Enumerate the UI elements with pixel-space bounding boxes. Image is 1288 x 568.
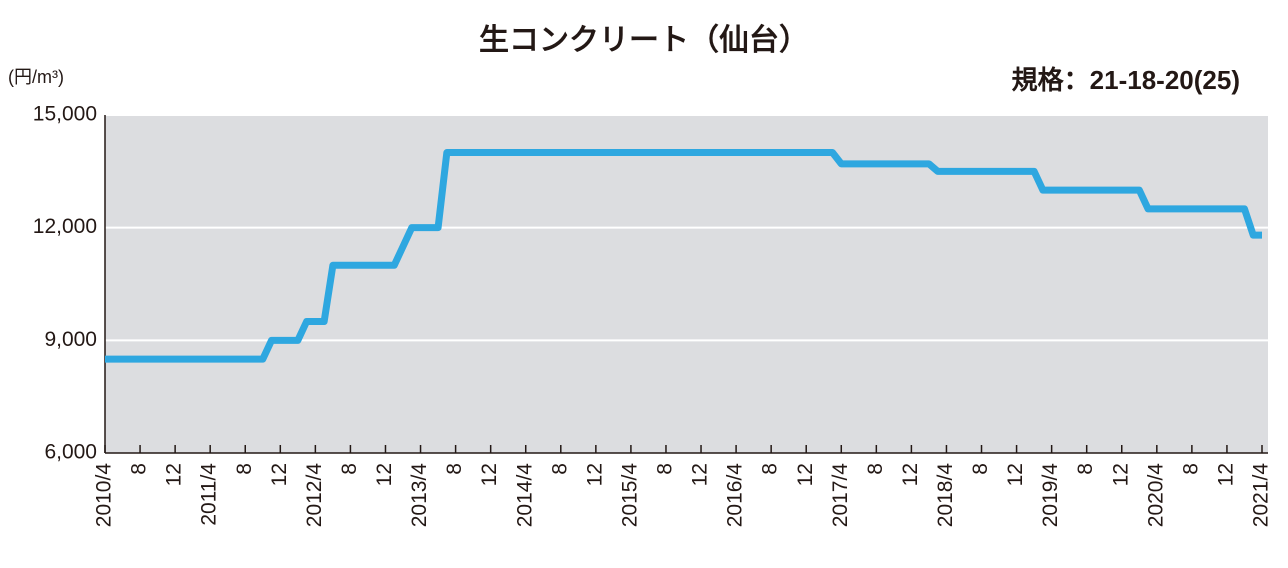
x-tick-label: 2013/4 xyxy=(408,463,431,528)
x-tick-label: 8 xyxy=(233,463,256,475)
x-tick-label: 12 xyxy=(689,463,712,486)
x-tick-label: 12 xyxy=(1214,463,1237,486)
x-tick-label: 12 xyxy=(899,463,922,486)
x-tick-label: 2020/4 xyxy=(1144,463,1167,528)
x-tick-label: 2015/4 xyxy=(618,463,641,528)
x-tick-label: 12 xyxy=(583,463,606,486)
y-tick-label: 6,000 xyxy=(44,441,97,464)
x-tick-label: 8 xyxy=(443,463,466,475)
x-tick-label: 2010/4 xyxy=(93,463,116,528)
x-tick-label: 12 xyxy=(1109,463,1132,486)
x-tick-label: 12 xyxy=(268,463,291,486)
x-tick-label: 8 xyxy=(969,463,992,475)
x-tick-label: 2018/4 xyxy=(934,463,957,528)
y-tick-label: 9,000 xyxy=(44,328,97,351)
data-line xyxy=(105,149,1262,363)
x-tick-label: 12 xyxy=(794,463,817,486)
x-tick-label: 12 xyxy=(1004,463,1027,486)
y-tick-label: 12,000 xyxy=(33,215,97,238)
x-tick-label: 8 xyxy=(338,463,361,475)
x-tick-label: 8 xyxy=(1179,463,1202,475)
x-tick-label: 2016/4 xyxy=(724,463,747,528)
x-tick-label: 2012/4 xyxy=(303,463,326,528)
x-tick-label: 8 xyxy=(1074,463,1097,475)
y-unit: (円/m³) xyxy=(8,67,64,87)
x-tick-label: 8 xyxy=(654,463,677,475)
x-tick-label: 12 xyxy=(163,463,186,486)
x-tick-label: 8 xyxy=(128,463,151,475)
x-tick-label: 12 xyxy=(478,463,501,486)
chart-subtitle: 規格：21-18-20(25) xyxy=(1012,65,1240,95)
chart-title: 生コンクリート（仙台） xyxy=(479,23,809,57)
plot-area xyxy=(105,115,1268,453)
x-tick-label: 8 xyxy=(864,463,887,475)
x-tick-label: 8 xyxy=(759,463,782,475)
y-tick-label: 15,000 xyxy=(33,103,97,126)
x-tick-label: 2017/4 xyxy=(829,463,852,528)
x-tick-label: 2011/4 xyxy=(198,463,221,526)
x-tick-label: 2014/4 xyxy=(513,463,536,528)
x-tick-label: 12 xyxy=(373,463,396,486)
x-tick-label: 2021/4 xyxy=(1250,463,1273,528)
x-tick-label: 2019/4 xyxy=(1039,463,1062,528)
x-tick-label: 8 xyxy=(548,463,571,475)
